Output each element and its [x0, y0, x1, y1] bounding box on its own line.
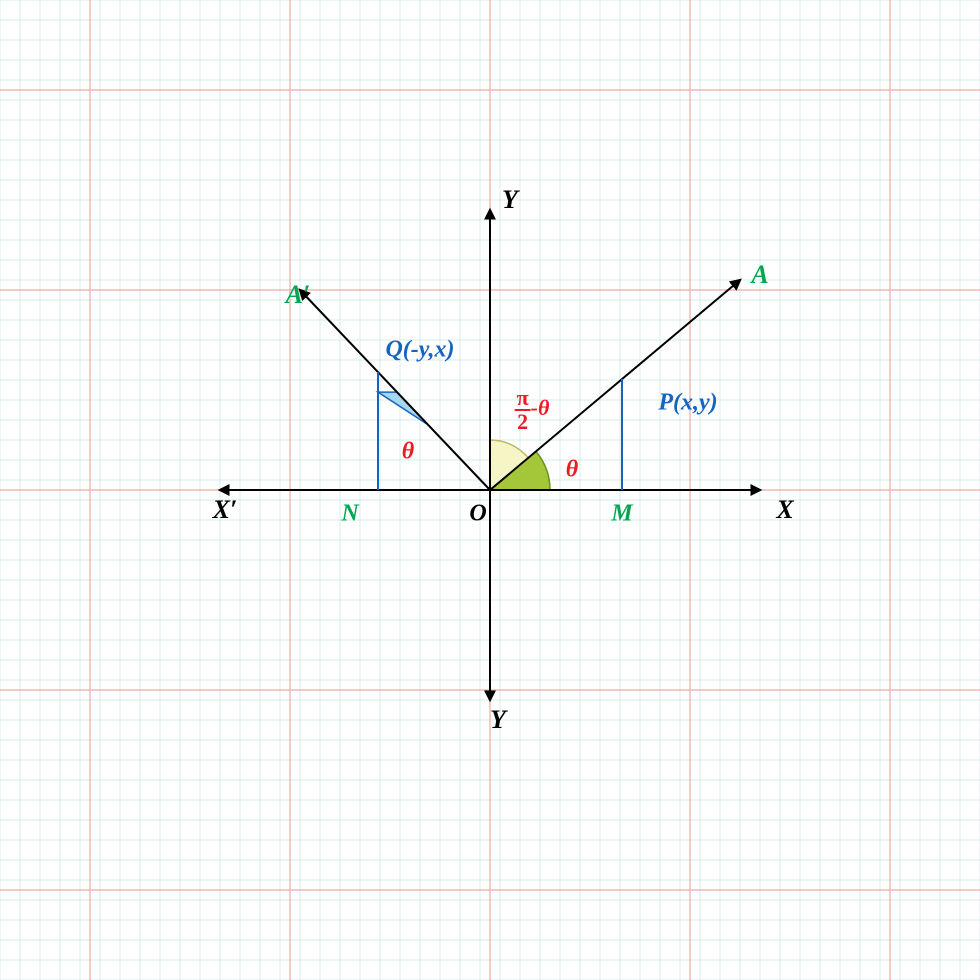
label-theta-right: θ — [566, 457, 578, 484]
fraction-icon: π 2 — [515, 387, 531, 433]
geometry-svg — [0, 0, 980, 980]
label-n: N — [341, 501, 358, 528]
label-a: A — [751, 260, 768, 290]
label-mid-angle: π 2 -θ — [515, 387, 550, 433]
label-a-prime: A′ — [286, 280, 311, 310]
label-p: P(x,y) — [658, 390, 717, 417]
label-y-bottom: Y — [490, 705, 506, 735]
label-x-right: X — [776, 495, 793, 525]
label-m: M — [611, 501, 632, 528]
label-x-left: X′ — [213, 495, 238, 525]
label-y-top: Y — [502, 185, 518, 215]
label-origin: O — [469, 501, 486, 528]
label-q: Q(-y,x) — [385, 337, 454, 364]
diagram-canvas: Y Y X X′ O A A′ M N P(x,y) Q(-y,x) θ θ π… — [0, 0, 980, 980]
label-theta-left: θ — [402, 439, 414, 466]
